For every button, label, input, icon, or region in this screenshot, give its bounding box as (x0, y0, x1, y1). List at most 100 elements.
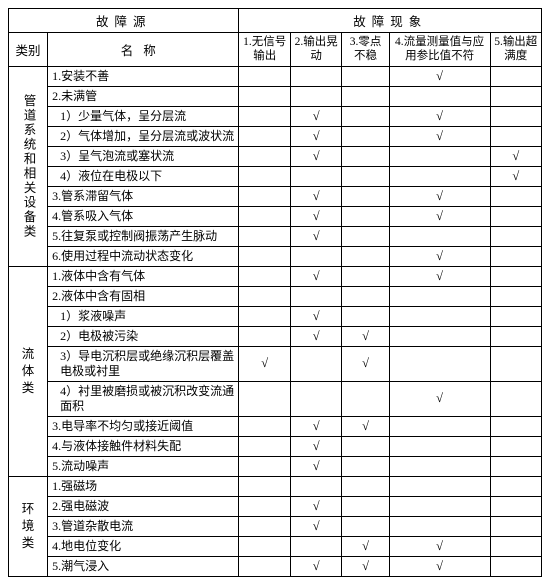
row-name-cell: 4.管系吸入气体 (48, 206, 239, 226)
mark-cell (290, 536, 341, 556)
mark-cell (239, 496, 290, 516)
mark-cell (342, 66, 389, 86)
mark-cell (490, 106, 541, 126)
category-cell: 流体类 (9, 266, 48, 476)
table-row: 2.未满管 (9, 86, 542, 106)
mark-cell (490, 346, 541, 381)
mark-cell (342, 86, 389, 106)
mark-cell (342, 226, 389, 246)
row-name-cell: 2.液体中含有固相 (48, 286, 239, 306)
mark-cell (490, 326, 541, 346)
table-row: 管道系统和相关设备类1.安装不善√ (9, 66, 542, 86)
header-fault-source: 故障源 (9, 9, 239, 33)
mark-cell (389, 346, 490, 381)
mark-cell: √ (342, 326, 389, 346)
mark-cell (490, 306, 541, 326)
mark-cell (342, 476, 389, 496)
mark-cell (342, 186, 389, 206)
mark-cell: √ (290, 206, 341, 226)
row-name-cell: 2）气体增加，呈分层流或波状流 (48, 126, 239, 146)
mark-cell (490, 416, 541, 436)
mark-cell (490, 536, 541, 556)
mark-cell: √ (342, 536, 389, 556)
mark-cell (290, 476, 341, 496)
mark-cell: √ (389, 246, 490, 266)
row-name-cell: 5.往复泵或控制阀振荡产生脉动 (48, 226, 239, 246)
mark-cell: √ (389, 556, 490, 576)
mark-cell (342, 436, 389, 456)
mark-cell: √ (290, 326, 341, 346)
mark-cell (239, 476, 290, 496)
col-header-4: 4.流量测量值与应用参比值不符 (389, 33, 490, 67)
mark-cell (342, 266, 389, 286)
table-header: 故障源 故障现象 类别 名称 1.无信号输出 2.输出晃动 3.零点不稳 4.流… (9, 9, 542, 67)
table-row: 1）浆液噪声√ (9, 306, 542, 326)
mark-cell (290, 246, 341, 266)
mark-cell: √ (389, 536, 490, 556)
row-name-cell: 4）衬里被磨损或被沉积改变流通面积 (48, 381, 239, 416)
table-row: 4）衬里被磨损或被沉积改变流通面积 √ (9, 381, 542, 416)
table-row: 5.流动噪声 √ (9, 456, 542, 476)
mark-cell (342, 146, 389, 166)
mark-cell: √ (290, 516, 341, 536)
mark-cell (239, 126, 290, 146)
table-row: 2.强电磁波√ (9, 496, 542, 516)
mark-cell (490, 266, 541, 286)
mark-cell (239, 536, 290, 556)
mark-cell: √ (290, 226, 341, 246)
mark-cell (490, 476, 541, 496)
mark-cell: √ (389, 381, 490, 416)
table-row: 4.管系吸入气体√√ (9, 206, 542, 226)
mark-cell: √ (490, 146, 541, 166)
mark-cell (389, 476, 490, 496)
table-row: 3.管系滞留气体√√ (9, 186, 542, 206)
table-row: 3）呈气泡流或塞状流 √ √ (9, 146, 542, 166)
mark-cell (342, 516, 389, 536)
table-row: 3.管道杂散电流 √ (9, 516, 542, 536)
mark-cell: √ (290, 436, 341, 456)
mark-cell (490, 381, 541, 416)
mark-cell: √ (342, 556, 389, 576)
mark-cell (389, 326, 490, 346)
mark-cell (239, 416, 290, 436)
row-name-cell: 1）浆液噪声 (48, 306, 239, 326)
mark-cell (239, 516, 290, 536)
mark-cell (239, 146, 290, 166)
table-row: 6.使用过程中流动状态变化 √ (9, 246, 542, 266)
mark-cell (342, 496, 389, 516)
mark-cell: √ (290, 456, 341, 476)
mark-cell (239, 226, 290, 246)
table-row: 1）少量气体，呈分层流√√ (9, 106, 542, 126)
table-row: 5.潮气浸入√√√ (9, 556, 542, 576)
row-name-cell: 3）呈气泡流或塞状流 (48, 146, 239, 166)
mark-cell (290, 286, 341, 306)
row-name-cell: 3.管道杂散电流 (48, 516, 239, 536)
mark-cell (389, 516, 490, 536)
mark-cell: √ (290, 496, 341, 516)
fault-table: 故障源 故障现象 类别 名称 1.无信号输出 2.输出晃动 3.零点不稳 4.流… (8, 8, 542, 577)
header-category: 类别 (9, 33, 48, 67)
mark-cell (490, 556, 541, 576)
mark-cell (490, 246, 541, 266)
mark-cell (490, 456, 541, 476)
mark-cell (389, 286, 490, 306)
table-row: 2.液体中含有固相 (9, 286, 542, 306)
mark-cell: √ (290, 146, 341, 166)
mark-cell (239, 246, 290, 266)
table-row: 5.往复泵或控制阀振荡产生脉动 √ (9, 226, 542, 246)
col-header-1: 1.无信号输出 (239, 33, 290, 67)
mark-cell (490, 86, 541, 106)
mark-cell (239, 326, 290, 346)
mark-cell (239, 66, 290, 86)
mark-cell (239, 86, 290, 106)
mark-cell (342, 456, 389, 476)
row-name-cell: 3.电导率不均匀或接近阈值 (48, 416, 239, 436)
table-row: 2）气体增加，呈分层流或波状流√√ (9, 126, 542, 146)
mark-cell (490, 186, 541, 206)
mark-cell: √ (290, 186, 341, 206)
row-name-cell: 6.使用过程中流动状态变化 (48, 246, 239, 266)
mark-cell (342, 246, 389, 266)
row-name-cell: 5.流动噪声 (48, 456, 239, 476)
table-row: 环境类1.强磁场 (9, 476, 542, 496)
table-row: 流体类1.液体中含有气体√√ (9, 266, 542, 286)
